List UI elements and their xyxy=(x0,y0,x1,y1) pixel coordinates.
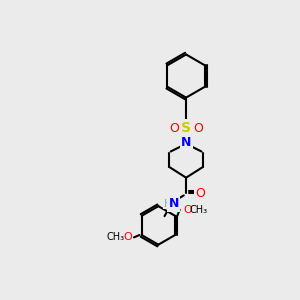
Text: O: O xyxy=(183,205,192,214)
Text: N: N xyxy=(181,136,191,149)
Text: S: S xyxy=(181,122,191,135)
Text: O: O xyxy=(169,122,179,135)
Text: O: O xyxy=(194,122,203,135)
Text: N: N xyxy=(169,197,179,210)
Text: H: H xyxy=(164,199,172,209)
Text: O: O xyxy=(124,232,132,242)
Text: CH₃: CH₃ xyxy=(189,205,207,214)
Text: CH₃: CH₃ xyxy=(106,232,124,242)
Text: O: O xyxy=(195,187,205,200)
